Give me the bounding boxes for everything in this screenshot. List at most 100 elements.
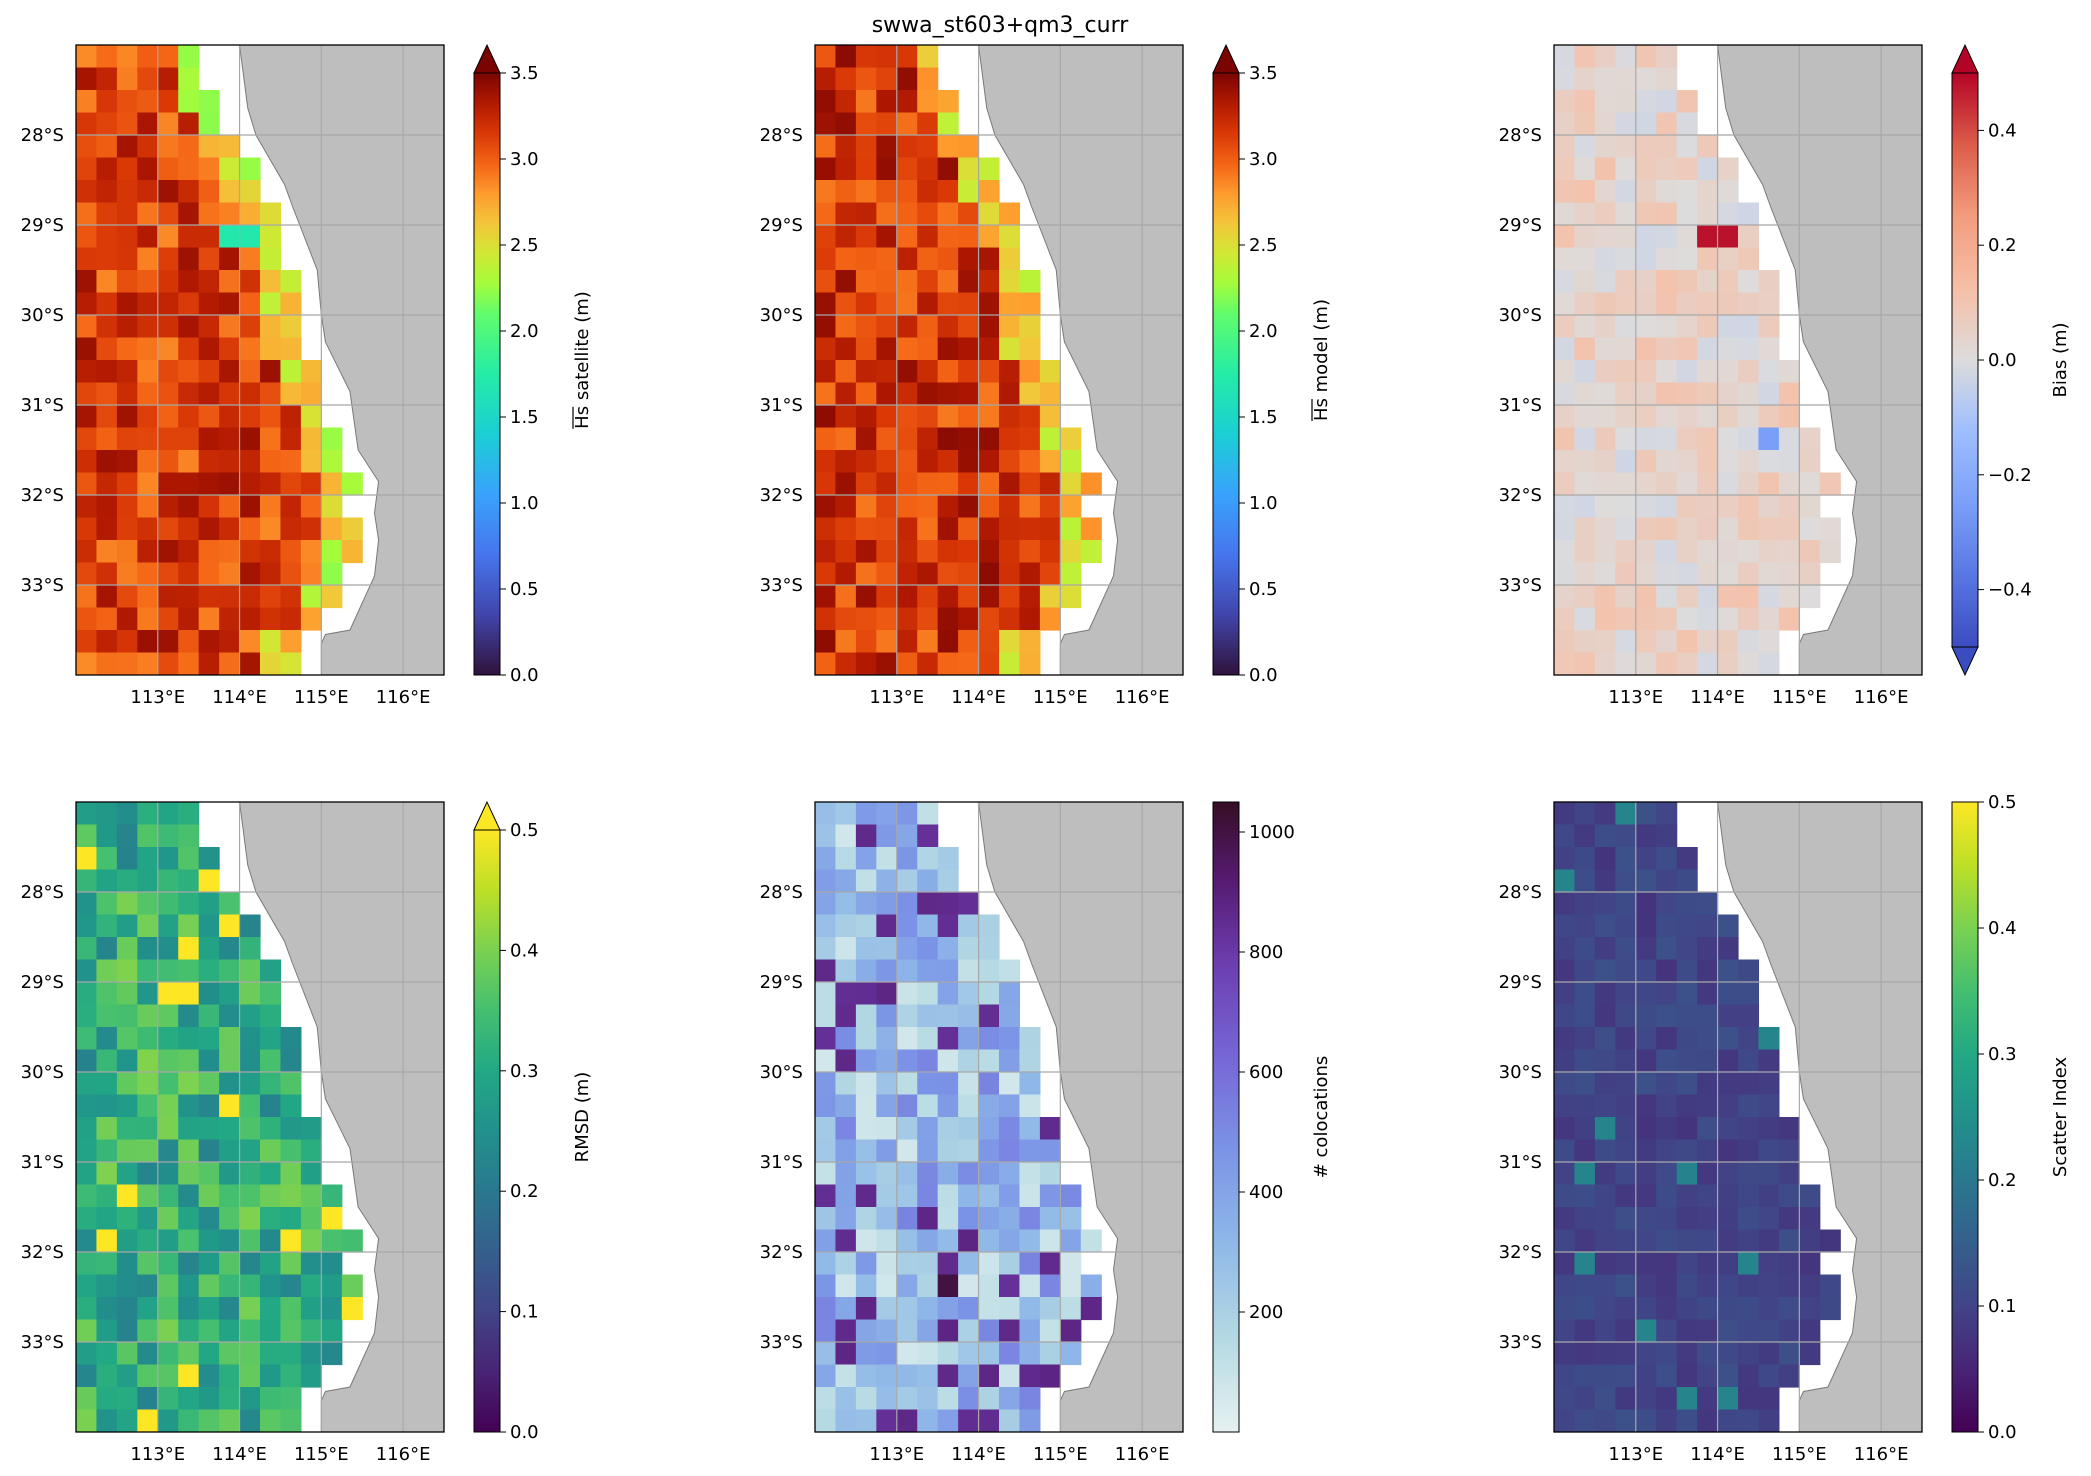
x-tick-label: 115°E <box>294 687 349 708</box>
heatmap-cell <box>1676 337 1698 361</box>
heatmap-cell <box>116 1049 138 1073</box>
heatmap-cell <box>321 562 343 586</box>
x-tick-label: 113°E <box>130 1444 185 1465</box>
x-tick-label: 116°E <box>1854 687 1909 708</box>
heatmap-cell <box>198 450 220 474</box>
heatmap-cell <box>917 869 939 893</box>
heatmap-cell <box>239 1342 261 1366</box>
heatmap-cell <box>978 472 1000 496</box>
heatmap-cell <box>1758 1342 1780 1366</box>
heatmap-cell <box>1697 450 1719 474</box>
heatmap-cell <box>178 360 200 384</box>
heatmap-cell <box>1615 652 1637 675</box>
heatmap-cell <box>1778 1297 1800 1321</box>
heatmap-cell <box>876 45 898 69</box>
axes-frame <box>814 44 1184 676</box>
heatmap-cell <box>876 1274 898 1298</box>
x-tick-labels: 113°E 114°E 115°E 116°E <box>130 687 430 708</box>
heatmap-cell <box>1554 1072 1576 1096</box>
heatmap-cell <box>137 562 159 586</box>
heatmap-cell <box>1738 1094 1760 1118</box>
colorbar-tick-label: 3.0 <box>1249 149 1278 170</box>
heatmap-cell <box>1594 247 1616 271</box>
heatmap-cell <box>1554 1049 1576 1073</box>
heatmap-cell <box>1697 337 1719 361</box>
heatmap-cell <box>978 562 1000 586</box>
heatmap-cell <box>815 607 837 631</box>
heatmap-cell <box>1060 517 1082 541</box>
heatmap-cell <box>157 937 179 961</box>
heatmap-cell <box>1039 1117 1061 1141</box>
heatmap-cell <box>137 914 159 938</box>
heatmap-cell <box>1594 1004 1616 1028</box>
heatmap-cell <box>341 472 363 496</box>
heatmap-cell <box>96 562 118 586</box>
heatmap-cell <box>1574 1004 1596 1028</box>
heatmap-cell <box>1635 1162 1657 1186</box>
heatmap-cell <box>137 135 159 159</box>
heatmap-cell <box>116 869 138 893</box>
heatmap-cell <box>1697 1274 1719 1298</box>
heatmap-cell <box>260 585 282 609</box>
heatmap-cell <box>1717 202 1739 226</box>
heatmap-cell <box>1738 247 1760 271</box>
heatmap-cell <box>1019 1252 1041 1276</box>
map-panel-top-left: 113°E 114°E 115°E 116°E28°S29°S30°S31°S32°S… <box>21 43 593 708</box>
heatmap-cell <box>1554 1094 1576 1118</box>
heatmap-cell <box>157 630 179 654</box>
heatmap-cell <box>76 914 98 938</box>
heatmap-cell <box>137 1004 159 1028</box>
heatmap-cell <box>815 1252 837 1276</box>
heatmap-cell <box>1635 937 1657 961</box>
heatmap-cell <box>198 562 220 586</box>
x-tick-label: 116°E <box>1115 1444 1170 1465</box>
heatmap-cell <box>1758 1274 1780 1298</box>
y-tick-label: 28°S <box>1499 125 1542 146</box>
heatmap-cell <box>1697 562 1719 586</box>
heatmap-cell <box>1697 982 1719 1006</box>
heatmap-cell <box>1594 1184 1616 1208</box>
heatmap-cell <box>1758 1229 1780 1253</box>
heatmap-cell <box>917 405 939 429</box>
heatmap-cell <box>1758 1027 1780 1051</box>
heatmap-cell <box>855 1342 877 1366</box>
x-tick-label: 115°E <box>1772 687 1827 708</box>
heatmap-cell <box>76 892 98 916</box>
heatmap-cell <box>1019 607 1041 631</box>
heatmap-cell <box>157 247 179 271</box>
heatmap-cell <box>1554 914 1576 938</box>
heatmap-cell <box>1717 382 1739 406</box>
heatmap-cell <box>137 1094 159 1118</box>
heatmap-cell <box>116 652 138 675</box>
heatmap-cell <box>137 292 159 316</box>
heatmap-cell <box>855 1094 877 1118</box>
heatmap-cell <box>1635 562 1657 586</box>
heatmap-cell <box>978 1027 1000 1051</box>
heatmap-cell <box>835 450 857 474</box>
heatmap-cell <box>835 517 857 541</box>
heatmap-cell <box>1656 472 1678 496</box>
heatmap-cell <box>876 450 898 474</box>
heatmap-cell <box>937 450 959 474</box>
heatmap-cell <box>1635 1387 1657 1411</box>
heatmap-cell <box>855 157 877 181</box>
heatmap-cell <box>178 824 200 848</box>
heatmap-cell <box>1574 1252 1596 1276</box>
heatmap-cell <box>1594 90 1616 114</box>
colorbar-extend-max <box>473 43 501 74</box>
heatmap-cell <box>815 315 837 339</box>
heatmap-cell <box>116 630 138 654</box>
heatmap-cell <box>815 225 837 249</box>
heatmap-cell <box>1574 1297 1596 1321</box>
y-tick-label: 32°S <box>21 1242 64 1263</box>
heatmap-cell <box>198 1072 220 1096</box>
heatmap-cell <box>937 1207 959 1231</box>
heatmap-cell <box>1656 1072 1678 1096</box>
heatmap-cell <box>1676 427 1698 451</box>
heatmap-cell <box>1717 1027 1739 1051</box>
heatmap-cell <box>1758 427 1780 451</box>
heatmap-cell <box>876 562 898 586</box>
heatmap-cell <box>1738 382 1760 406</box>
heatmap-cell <box>1594 517 1616 541</box>
heatmap-cell <box>1554 360 1576 384</box>
